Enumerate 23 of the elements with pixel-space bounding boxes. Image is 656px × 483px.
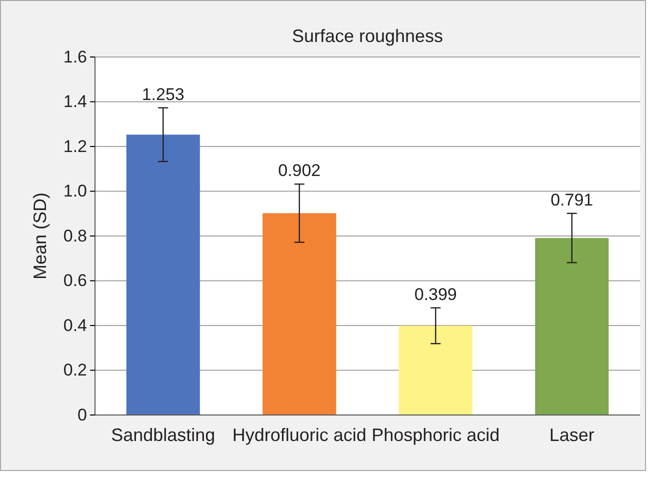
x-tick-label: Sandblasting [111,425,216,445]
y-tick-label: 1.0 [63,182,87,201]
y-tick-label: 0.2 [63,360,87,380]
bar [398,326,472,415]
x-tick-label: Hydrofluoric acid [232,425,366,445]
data-label: 1.253 [142,84,184,104]
bar [535,238,609,415]
y-tick-label: 1.6 [63,47,87,66]
bar [126,134,200,415]
y-tick-label: 0.8 [63,226,87,246]
data-label: 0.902 [278,161,321,180]
y-axis-title: Mean (SD) [30,192,50,280]
data-label: 0.399 [414,284,457,304]
bar [262,213,336,415]
y-tick-label: 0 [78,405,87,424]
x-tick-label: Phosphoric acid [372,425,500,445]
x-tick-label: Laser [549,425,594,445]
y-tick-label: 1.4 [63,92,87,112]
data-label: 0.791 [550,190,594,210]
y-tick-label: 0.4 [63,316,87,335]
y-tick-label: 0.6 [63,271,87,290]
y-tick-label: 1.2 [63,136,87,156]
chart-title: Surface roughness [292,26,444,46]
